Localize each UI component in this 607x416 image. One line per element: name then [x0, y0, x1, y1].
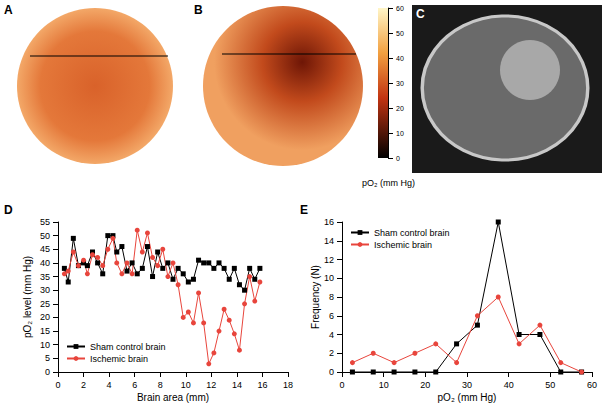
svg-text:6: 6: [132, 380, 137, 390]
svg-text:14: 14: [232, 380, 242, 390]
svg-text:4: 4: [329, 330, 334, 340]
svg-text:Sham control brain: Sham control brain: [374, 228, 450, 238]
svg-text:10: 10: [324, 273, 334, 283]
svg-text:pO₂ level (mm Hg): pO₂ level (mm Hg): [22, 256, 33, 338]
svg-text:0: 0: [339, 380, 344, 390]
svg-text:Ischemic brain: Ischemic brain: [90, 354, 148, 364]
svg-text:35: 35: [40, 272, 50, 282]
svg-text:45: 45: [40, 244, 50, 254]
svg-text:Brain area (mm): Brain area (mm): [137, 392, 209, 403]
svg-text:10: 10: [396, 130, 404, 137]
svg-text:12: 12: [206, 380, 216, 390]
svg-text:4: 4: [107, 380, 112, 390]
svg-text:B: B: [194, 3, 203, 17]
svg-text:20: 20: [396, 105, 404, 112]
svg-text:50: 50: [396, 30, 404, 37]
svg-text:40: 40: [504, 380, 514, 390]
svg-text:0: 0: [45, 367, 50, 377]
svg-text:50: 50: [40, 231, 50, 241]
svg-text:40: 40: [396, 55, 404, 62]
svg-text:30: 30: [396, 80, 404, 87]
svg-text:5: 5: [45, 353, 50, 363]
svg-text:55: 55: [40, 217, 50, 227]
svg-text:8: 8: [158, 380, 163, 390]
svg-text:Sham control brain: Sham control brain: [90, 342, 166, 352]
svg-text:10: 10: [181, 380, 191, 390]
svg-text:A: A: [4, 3, 13, 17]
svg-text:20: 20: [420, 380, 430, 390]
svg-text:14: 14: [324, 236, 334, 246]
svg-text:2: 2: [329, 348, 334, 358]
svg-text:30: 30: [462, 380, 472, 390]
svg-text:12: 12: [324, 255, 334, 265]
svg-text:20: 20: [40, 312, 50, 322]
svg-text:25: 25: [40, 299, 50, 309]
svg-text:pO₂ (mm Hg): pO₂ (mm Hg): [438, 392, 497, 403]
svg-text:50: 50: [545, 380, 555, 390]
svg-text:30: 30: [40, 285, 50, 295]
svg-text:C: C: [416, 7, 425, 21]
svg-text:0: 0: [55, 380, 60, 390]
svg-text:Ischemic brain: Ischemic brain: [374, 240, 432, 250]
svg-text:15: 15: [40, 326, 50, 336]
svg-text:pO₂ (mm Hg): pO₂ (mm Hg): [362, 178, 415, 188]
svg-text:16: 16: [324, 217, 334, 227]
svg-text:10: 10: [379, 380, 389, 390]
svg-text:18: 18: [283, 380, 293, 390]
svg-text:E: E: [300, 203, 308, 217]
svg-text:10: 10: [40, 340, 50, 350]
svg-text:0: 0: [396, 155, 400, 162]
svg-text:D: D: [4, 203, 13, 217]
svg-text:8: 8: [329, 292, 334, 302]
svg-text:60: 60: [396, 5, 404, 12]
svg-text:2: 2: [81, 380, 86, 390]
svg-text:40: 40: [40, 258, 50, 268]
svg-text:0: 0: [329, 367, 334, 377]
svg-text:60: 60: [587, 380, 597, 390]
svg-text:16: 16: [257, 380, 267, 390]
svg-text:Frequency (N): Frequency (N): [310, 265, 321, 329]
svg-text:6: 6: [329, 311, 334, 321]
